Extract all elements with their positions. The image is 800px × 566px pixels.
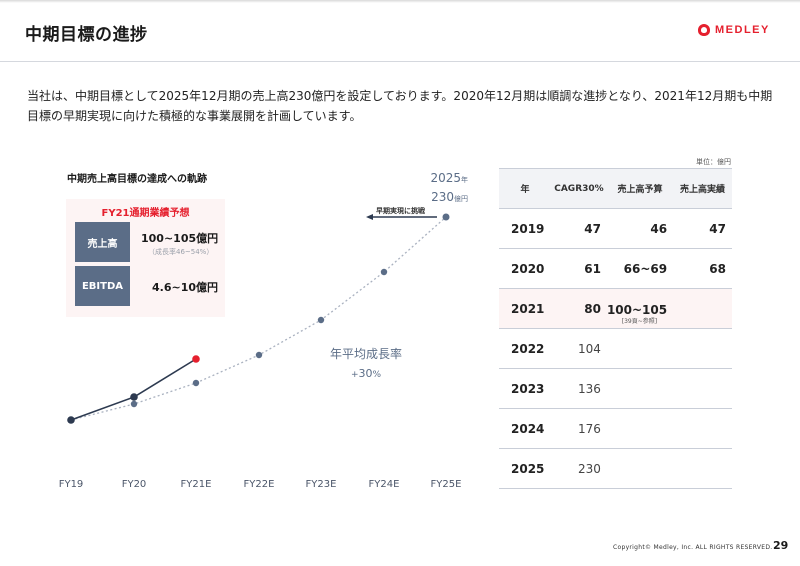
x-axis-label: FY22E (243, 479, 275, 490)
row-budget (606, 328, 674, 369)
x-axis-label: FY20 (121, 479, 147, 490)
row-budget: 100~105 (606, 302, 668, 317)
x-axis-label: FY19 (58, 479, 84, 490)
ebitda-label: EBITDA (75, 266, 130, 306)
row-budget: 66~69 (606, 248, 674, 289)
x-axis-label: FY23E (305, 479, 337, 490)
page-title: 中期目標の進捗 (25, 25, 148, 45)
row-year: 2020 (499, 248, 551, 289)
row-budget (606, 448, 674, 489)
top-shadow (0, 0, 800, 3)
table-header-row: 年 CAGR30% 売上高予算 売上高実績 (499, 168, 732, 209)
row-note: [39頁~参照] (621, 317, 658, 325)
header-actual: 売上高実績 (673, 168, 732, 209)
row-year: 2024 (499, 408, 551, 449)
row-actual: 68 (673, 248, 732, 289)
header-budget: 売上高予算 (606, 168, 674, 209)
row-actual (673, 408, 732, 449)
row-year: 2023 (499, 368, 551, 409)
cagr-annotation: 年平均成長率 +30% (322, 344, 410, 385)
actual-solid-line (70, 358, 197, 421)
slide-header: 中期目標の進捗 MEDLEY (0, 0, 800, 62)
medley-logo-icon (698, 24, 710, 36)
header-year: 年 (499, 168, 551, 209)
chart-title: 中期売上高目標の達成への軌跡 (67, 174, 207, 185)
row-year: 2022 (499, 328, 551, 369)
cagr-points (130, 213, 450, 408)
lead-paragraph: 当社は、中期目標として2025年12月期の売上高230億円を設定しております。2… (27, 89, 773, 123)
actual-points (67, 355, 200, 424)
table-row: 2024 176 (499, 408, 732, 449)
header-cagr: CAGR30% (550, 168, 607, 209)
revenue-table: 年 CAGR30% 売上高予算 売上高実績 2019 47 46 47 2020… (499, 168, 732, 489)
x-axis-label: FY21E (180, 479, 212, 490)
cagr-label-text: 年平均成長率 (329, 347, 402, 361)
page-number: 29 (773, 539, 789, 552)
row-budget-cell: 100~105 [39頁~参照] (606, 288, 674, 329)
cagr-prefix: + (350, 370, 359, 380)
goal-amount: 230 (431, 190, 454, 204)
row-budget (606, 368, 674, 409)
ebitda-value: 4.6~10億円 (152, 281, 219, 294)
table-row: 2020 61 66~69 68 (499, 248, 732, 289)
early-achievement-arrow (366, 214, 437, 220)
copyright: Copyright© Medley, Inc. ALL RIGHTS RESER… (613, 544, 773, 551)
row-actual (673, 288, 732, 329)
revenue-value: 100~105億円 (141, 232, 219, 245)
row-year: 2019 (499, 208, 551, 249)
row-actual (673, 448, 732, 489)
x-axis-label: FY24E (368, 479, 400, 490)
medley-logo: MEDLEY (698, 24, 770, 36)
row-actual: 47 (673, 208, 732, 249)
fy21-forecast-box: FY21通期業績予想 売上高 100~105億円 （成長率46~54%） EBI… (66, 199, 225, 317)
table-row-highlighted: 2021 80 100~105 [39頁~参照] (499, 288, 732, 329)
row-actual (673, 368, 732, 409)
cagr-dotted-line (70, 216, 447, 421)
revenue-growth: （成長率46~54%） (148, 248, 214, 256)
row-year: 2021 (499, 288, 551, 329)
row-cagr: 176 (550, 408, 607, 449)
row-cagr: 47 (550, 208, 607, 249)
table-row: 2023 136 (499, 368, 732, 409)
revenue-label: 売上高 (75, 222, 130, 262)
goal-amount-unit: 億円 (454, 195, 468, 203)
row-cagr: 230 (550, 448, 607, 489)
cagr-value: 30 (358, 367, 373, 380)
table-row: 2022 104 (499, 328, 732, 369)
row-budget (606, 408, 674, 449)
forecast-title: FY21通期業績予想 (101, 208, 190, 219)
table-row: 2019 47 46 47 (499, 208, 732, 249)
logo-text: MEDLEY (715, 24, 770, 36)
goal-year-unit: 年 (461, 176, 468, 184)
goal-2025-label: 2025年 230億円 (428, 170, 468, 208)
row-cagr: 80 (550, 288, 607, 329)
row-actual (673, 328, 732, 369)
x-axis-label: FY25E (430, 479, 462, 490)
row-budget: 46 (606, 208, 674, 249)
row-cagr: 61 (550, 248, 607, 289)
table-unit: 単位：億円 (696, 158, 731, 166)
goal-year: 2025 (430, 171, 461, 185)
table-row: 2025 230 (499, 448, 732, 489)
row-cagr: 104 (550, 328, 607, 369)
row-cagr: 136 (550, 368, 607, 409)
row-year: 2025 (499, 448, 551, 489)
cagr-suffix: % (372, 370, 382, 380)
early-achievement-label: 早期実現に挑戦 (376, 207, 425, 215)
